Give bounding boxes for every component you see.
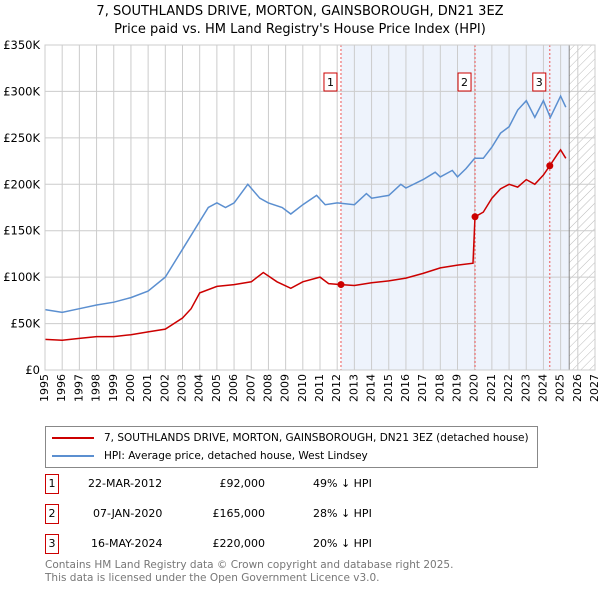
legend-swatch-hpi <box>52 455 94 457</box>
x-tick-label: 2027 <box>588 374 600 402</box>
x-tick-label: 2017 <box>416 374 429 402</box>
x-tick-label: 2018 <box>433 374 446 402</box>
price-line <box>44 148 567 342</box>
sale-row: 3 16-MAY-2024 £220,000 20% ↓ HPI <box>45 534 445 554</box>
y-tick-label: £200K <box>3 177 40 191</box>
legend-label-hpi: HPI: Average price, detached house, West… <box>104 450 368 462</box>
y-tick-label: £0 <box>25 363 40 377</box>
chart-title: 7, SOUTHLANDS DRIVE, MORTON, GAINSBOROUG… <box>96 4 504 19</box>
x-tick-label: 2005 <box>210 374 223 402</box>
footer-line1: Contains HM Land Registry data © Crown c… <box>45 559 454 571</box>
sale-marker-label: 3 <box>536 76 543 89</box>
sale-date: 16-MAY-2024 <box>91 537 163 550</box>
x-tick-label: 2002 <box>158 374 171 402</box>
x-tick-label: 2011 <box>313 374 326 402</box>
sale-marker-box <box>323 72 338 92</box>
y-tick-label: £50K <box>11 317 41 331</box>
x-tick-label: 2006 <box>227 374 240 402</box>
sale-price: £165,000 <box>212 507 266 520</box>
sale-marker-box <box>457 72 472 92</box>
x-tick-label: 2015 <box>382 374 395 402</box>
x-tick-label: 2024 <box>536 374 549 402</box>
x-tick-label: 2013 <box>347 374 360 402</box>
hpi-line <box>44 94 567 314</box>
sale-date: 22-MAR-2012 <box>88 477 163 490</box>
x-tick-label: 1998 <box>90 374 103 402</box>
sale-marker-label: 1 <box>327 76 334 89</box>
y-tick-label: £300K <box>3 84 40 98</box>
sale-hpi-diff: 49% ↓ HPI <box>313 477 372 490</box>
x-tick-label: 2008 <box>261 374 274 402</box>
sale-point <box>471 213 479 221</box>
sale-marker-label: 2 <box>461 76 468 89</box>
sale-date: 07-JAN-2020 <box>93 507 163 520</box>
legend-item-hpi: HPI: Average price, detached house, West… <box>52 449 368 463</box>
x-tick-label: 2007 <box>244 374 257 402</box>
chart-subtitle: Price paid vs. HM Land Registry's House … <box>114 22 486 37</box>
x-tick-label: 2000 <box>124 374 137 402</box>
x-tick-label: 2022 <box>502 374 515 402</box>
footer: Contains HM Land Registry data © Crown c… <box>45 559 453 585</box>
x-tick-label: 1996 <box>55 374 68 402</box>
x-tick-label: 2001 <box>141 374 154 402</box>
x-tick-label: 1999 <box>107 374 120 402</box>
sale-row: 1 22-MAR-2012 £92,000 49% ↓ HPI <box>45 474 445 494</box>
x-tick-label: 2019 <box>451 374 464 402</box>
x-tick-label: 2021 <box>485 374 498 402</box>
legend: 7, SOUTHLANDS DRIVE, MORTON, GAINSBOROUG… <box>45 426 538 468</box>
y-tick-label: £350K <box>3 38 40 52</box>
plot-border <box>44 44 596 371</box>
legend-item-price: 7, SOUTHLANDS DRIVE, MORTON, GAINSBOROUG… <box>52 431 529 445</box>
y-tick-label: £100K <box>3 270 40 284</box>
x-tick-label: 2012 <box>330 374 343 402</box>
x-tick-label: 1995 <box>38 374 51 402</box>
x-tick-label: 1997 <box>72 374 85 402</box>
sale-price: £92,000 <box>219 477 266 490</box>
x-tick-label: 2020 <box>468 374 481 402</box>
x-tick-label: 2010 <box>296 374 309 402</box>
sale-point <box>337 281 345 289</box>
x-tick-label: 2003 <box>176 374 189 402</box>
x-tick-label: 2023 <box>519 374 532 402</box>
y-tick-label: £150K <box>3 224 40 238</box>
x-tick-label: 2009 <box>279 374 292 402</box>
sale-marker-label: 1 <box>45 474 59 494</box>
sale-hpi-diff: 28% ↓ HPI <box>313 507 372 520</box>
sale-marker-label: 3 <box>45 534 59 554</box>
x-tick-label: 2025 <box>554 374 567 402</box>
sale-hpi-diff: 20% ↓ HPI <box>313 537 372 550</box>
forecast-hatch <box>569 45 595 370</box>
shaded-region <box>340 45 570 370</box>
sale-marker-box <box>532 72 547 92</box>
x-tick-label: 2016 <box>399 374 412 402</box>
legend-label-price: 7, SOUTHLANDS DRIVE, MORTON, GAINSBOROUG… <box>104 432 529 444</box>
y-tick-label: £250K <box>3 131 40 145</box>
chart-plot: 1995 1996 1997 1998 1999 2000 2001 2002 2003 2004… <box>3 38 600 402</box>
footer-line2: This data is licensed under the Open Gov… <box>45 572 380 584</box>
x-tick-label: 2004 <box>193 374 206 402</box>
x-tick-label: 2014 <box>365 374 378 402</box>
legend-swatch-price <box>52 437 94 439</box>
sale-price: £220,000 <box>212 537 266 550</box>
sale-row: 2 07-JAN-2020 £165,000 28% ↓ HPI <box>45 504 445 524</box>
sale-point <box>546 162 554 170</box>
sale-marker-label: 2 <box>45 504 59 524</box>
x-tick-label: 2026 <box>571 374 584 402</box>
